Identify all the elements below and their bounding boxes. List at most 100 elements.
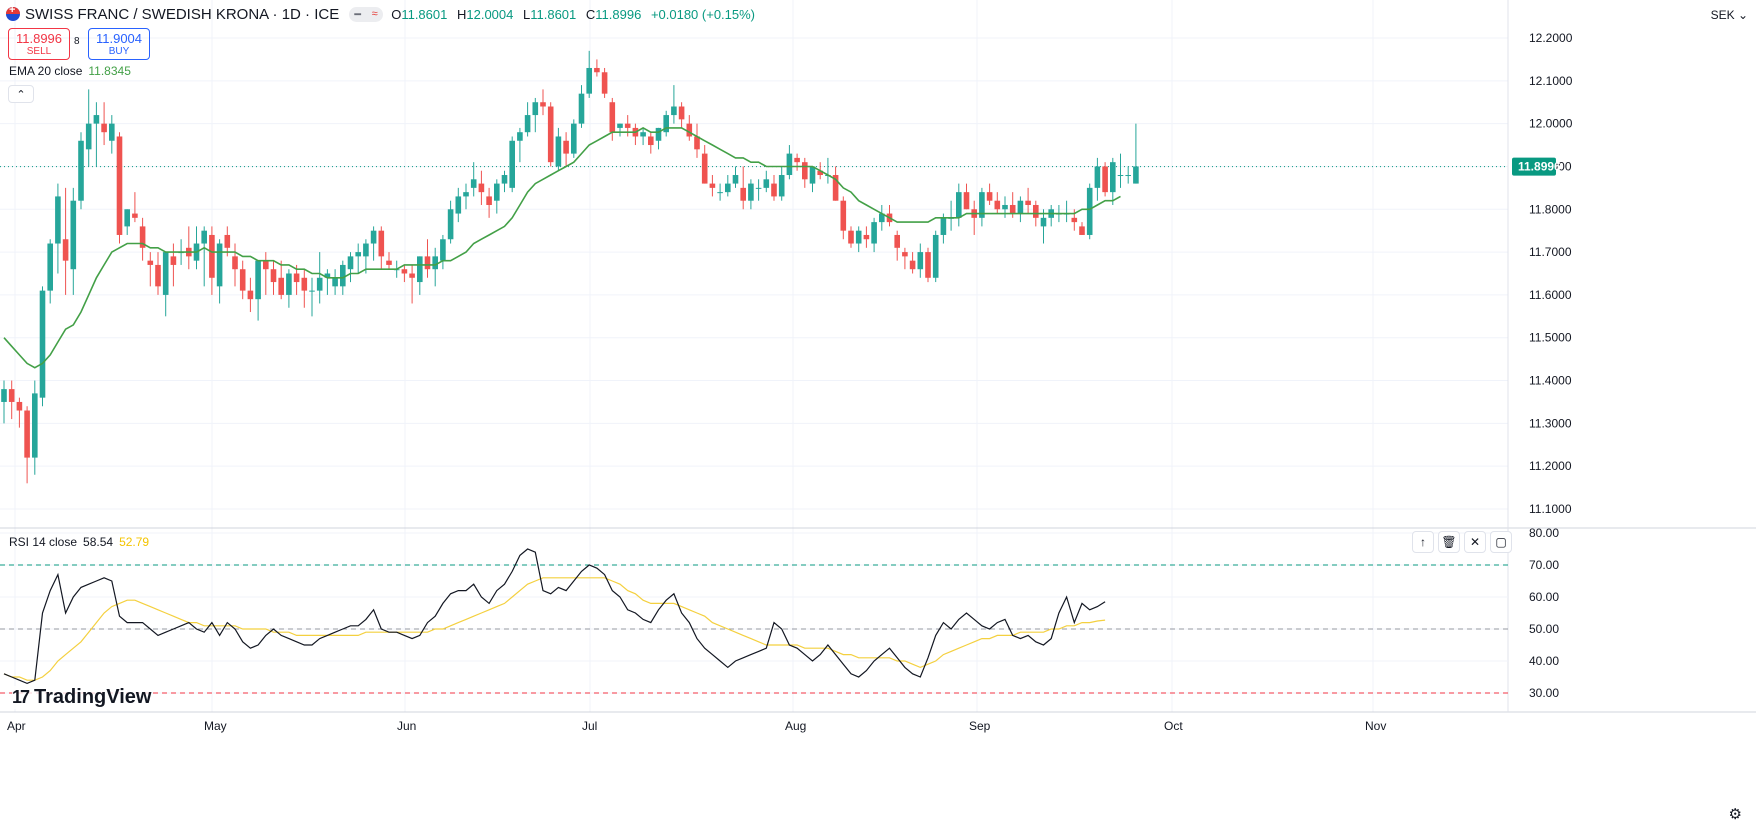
rsi-legend[interactable]: RSI 14 close 58.54 52.79 [9, 535, 149, 549]
candle-body [401, 269, 408, 274]
candle-body [470, 179, 477, 188]
candle-body [732, 175, 739, 184]
candle-body [640, 132, 646, 137]
candle-body [563, 140, 569, 154]
candle-body [124, 209, 130, 227]
candle-body [132, 213, 138, 218]
candle-body [494, 183, 500, 201]
wave-icon[interactable]: ≈ [366, 6, 384, 22]
close-value: 11.8996 [595, 6, 642, 22]
candle-body [417, 256, 423, 283]
collapse-icon[interactable]: ✕ [1464, 531, 1486, 553]
sell-button[interactable]: 11.8996 SELL [8, 28, 70, 60]
maximize-icon[interactable]: ▢ [1490, 531, 1512, 553]
candle-body [571, 123, 577, 154]
rsi-label: RSI 14 close [9, 535, 78, 549]
candle-body [224, 234, 231, 248]
minus-icon[interactable]: ━ [349, 6, 367, 22]
candle-body [586, 67, 592, 94]
candle-body [247, 290, 254, 300]
rsi-tick-label: 70.00 [1529, 558, 1559, 572]
time-tick-label: May [204, 719, 227, 733]
move-up-icon[interactable]: ↑ [1412, 531, 1434, 553]
rsi-tick-label: 40.00 [1529, 654, 1559, 668]
candle-body [1094, 166, 1101, 188]
candle-body [794, 157, 800, 163]
settings-gear-icon[interactable]: ⚙ [1728, 806, 1742, 823]
candle-body [1125, 175, 1131, 177]
ema-line [3, 126, 1121, 369]
status-pills[interactable]: ━ ≈ [349, 6, 384, 22]
candle-body [725, 183, 731, 193]
chart-header: SWISS FRANC / SWEDISH KRONA · 1D · ICE ━… [6, 4, 755, 24]
candle-body [363, 243, 369, 257]
tradingview-logo: 17 TradingView [12, 686, 152, 709]
candle-body [609, 102, 616, 133]
candle-body [424, 256, 431, 270]
candle-body [940, 217, 947, 235]
candle-body [578, 93, 585, 124]
candle-body [879, 213, 885, 223]
time-tick-label: Jun [397, 719, 416, 733]
candle-body [755, 187, 762, 189]
candle-body [340, 264, 346, 287]
candle-body [216, 243, 223, 287]
candle-body [278, 277, 284, 295]
rsi-pane-toolbar: ↑ 🗑 ✕ ▢ [1412, 531, 1512, 553]
last-price-badge [1512, 157, 1556, 176]
time-tick-label: Oct [1164, 719, 1183, 733]
candle-body [840, 200, 847, 231]
candle-body [85, 123, 92, 150]
candle-body [694, 136, 700, 150]
candle-body [301, 277, 308, 291]
candle-body [709, 183, 716, 188]
candle-body [486, 196, 492, 205]
candle-body [1033, 204, 1039, 218]
candle-body [786, 153, 793, 176]
spread-value: 8 [74, 36, 80, 47]
candle-body [848, 230, 854, 244]
candle-body [648, 136, 654, 146]
price-tick-label: 11.7000 [1529, 245, 1572, 259]
candle-body [778, 175, 785, 197]
candle-body [378, 230, 385, 257]
candle-body [771, 183, 777, 197]
collapse-legend-button[interactable]: ⌃ [8, 85, 34, 103]
change-value: +0.0180 (+0.15%) [650, 6, 756, 22]
candle-body [386, 260, 392, 265]
candle-body [1110, 162, 1116, 193]
buy-button[interactable]: 11.9004 BUY [88, 28, 150, 60]
symbol-title[interactable]: SWISS FRANC / SWEDISH KRONA · 1D · ICE [25, 5, 340, 23]
rsi-ma-value: 52.79 [119, 535, 150, 549]
currency-selector[interactable]: SEK ⌄ [1711, 8, 1748, 22]
candle-body [909, 260, 916, 270]
candle-body [601, 72, 608, 94]
candle-body [170, 256, 177, 265]
candle-body [209, 234, 215, 278]
candle-body [1071, 217, 1078, 223]
candle-body [270, 269, 277, 283]
candle-body [1009, 204, 1016, 214]
time-tick-label: Aug [785, 719, 806, 733]
candle-body [347, 256, 354, 270]
rsi-line [3, 548, 1106, 685]
price-tick-label: 11.2000 [1529, 459, 1572, 473]
candle-body [932, 234, 939, 278]
candle-body [555, 136, 562, 167]
candle-body [871, 222, 877, 244]
ema-legend[interactable]: EMA 20 close 11.8345 [9, 64, 131, 78]
trash-icon[interactable]: 🗑 [1438, 531, 1460, 553]
candle-body [370, 230, 377, 244]
candle-body [293, 273, 300, 283]
sell-label: SELL [26, 45, 52, 57]
candle-body [863, 234, 870, 240]
tv-logo-icon: 17 [12, 687, 30, 707]
candle-body [802, 162, 808, 180]
high-value: 12.0004 [466, 6, 514, 22]
candle-body [1086, 187, 1093, 235]
candle-body [447, 209, 454, 240]
candle-body [70, 200, 77, 270]
candle-body [316, 277, 323, 291]
candle-body [509, 140, 515, 188]
